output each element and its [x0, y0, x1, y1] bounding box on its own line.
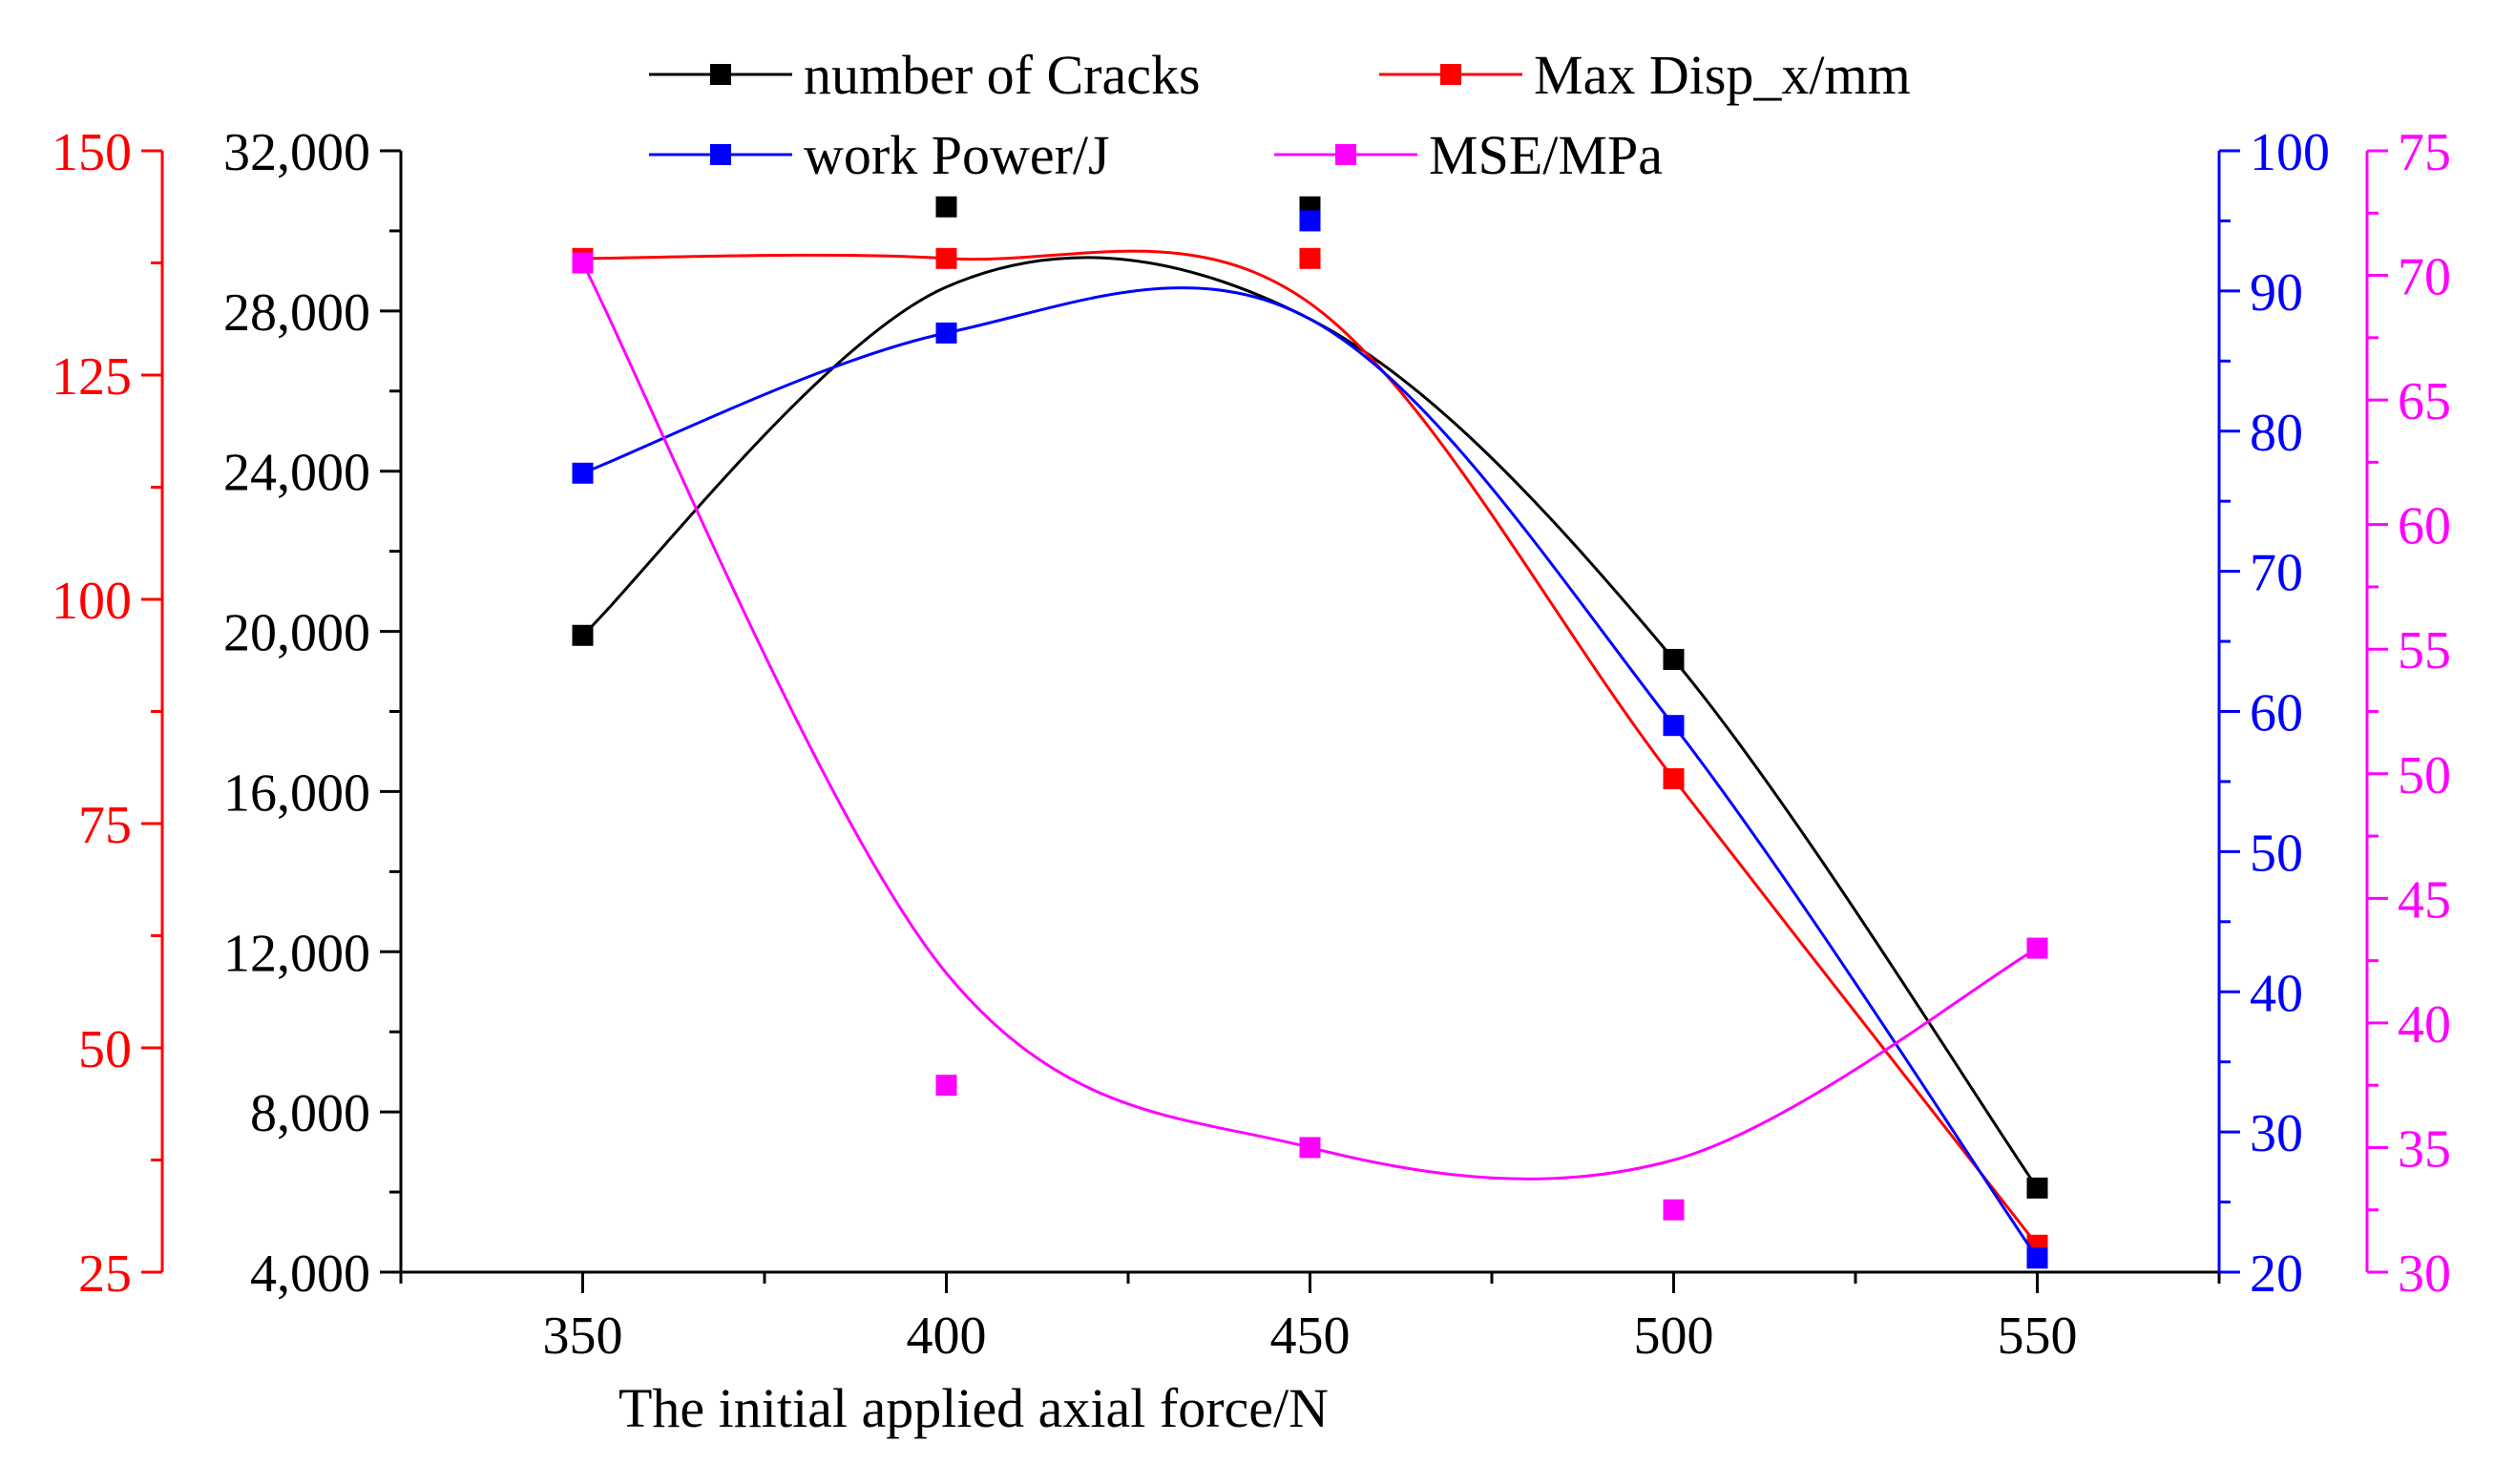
mse-tick-label: 70	[2398, 248, 2451, 307]
legend-entry: Max Disp_x/mm	[1379, 44, 1911, 106]
series-disp-line	[582, 249, 2039, 1246]
power-tick-label: 60	[2250, 684, 2303, 743]
series-power-point	[572, 462, 594, 484]
series-group	[572, 196, 2048, 1269]
disp-tick-label: 100	[52, 572, 132, 631]
disp-tick-label: 150	[52, 123, 132, 182]
power-tick-label: 30	[2250, 1104, 2303, 1163]
series-cracks-point	[572, 624, 594, 646]
series-mse	[572, 252, 2048, 1221]
legend-entry: MSE/MPa	[1274, 124, 1663, 186]
x-axis-title: The initial applied axial force/N	[618, 1377, 1329, 1439]
series-disp-point	[935, 247, 957, 269]
mse-tick-label: 65	[2398, 372, 2451, 431]
axes-group: 350 400 450 500 550 25 50 75 100 125 150 4,000 8,000…	[52, 123, 2451, 1366]
series-disp-point	[1663, 768, 1685, 789]
series-power	[572, 210, 2048, 1269]
series-cracks-line	[581, 256, 2039, 1189]
series-mse-point	[935, 1075, 957, 1097]
mse-tick-label: 30	[2398, 1244, 2451, 1304]
legend-marker	[1335, 144, 1356, 165]
x-tick-label: 400	[907, 1306, 987, 1366]
mse-tick-label: 50	[2398, 746, 2451, 805]
series-cracks-point	[935, 196, 957, 218]
power-tick-label: 40	[2250, 964, 2303, 1023]
series-power-line	[581, 286, 2039, 1260]
x-tick-label: 350	[543, 1306, 623, 1366]
mse-tick-label: 75	[2398, 123, 2451, 182]
legend-marker	[710, 64, 731, 85]
series-disp-point	[1299, 247, 1321, 269]
power-tick-label: 100	[2250, 123, 2330, 182]
x-tick-label: 550	[1998, 1306, 2078, 1366]
mse-tick-label: 45	[2398, 870, 2451, 930]
cracks-tick-label: 28,000	[223, 283, 370, 343]
series-power-point	[1299, 210, 1321, 232]
legend-entry: number of Cracks	[649, 44, 1201, 106]
series-disp	[572, 247, 2048, 1256]
disp-tick-label: 50	[78, 1020, 132, 1079]
series-power-point	[1663, 715, 1685, 737]
x-tick-label: 450	[1270, 1306, 1351, 1366]
cracks-tick-label: 4,000	[250, 1244, 370, 1304]
power-tick-label: 90	[2250, 263, 2303, 323]
power-tick-label: 80	[2250, 404, 2303, 463]
series-power-point	[935, 322, 957, 344]
legend-label: MSE/MPa	[1429, 124, 1663, 186]
legend-marker	[1440, 64, 1461, 85]
disp-tick-label: 25	[78, 1244, 132, 1304]
series-power-point	[2026, 1247, 2048, 1269]
series-cracks-point	[2026, 1177, 2048, 1199]
series-cracks-point	[1663, 648, 1685, 670]
x-tick-label: 500	[1634, 1306, 1714, 1366]
cracks-tick-label: 24,000	[223, 444, 370, 503]
series-mse-point	[572, 252, 594, 274]
legend-entry: work Power/J	[649, 124, 1110, 186]
mse-tick-label: 55	[2398, 621, 2451, 680]
legend-label: work Power/J	[804, 124, 1110, 186]
cracks-tick-label: 20,000	[223, 604, 370, 663]
mse-tick-label: 35	[2398, 1119, 2451, 1179]
series-mse-point	[1299, 1137, 1321, 1159]
disp-tick-label: 125	[52, 347, 132, 407]
legend-marker	[710, 144, 731, 165]
legend-label: number of Cracks	[804, 44, 1201, 106]
cracks-tick-label: 32,000	[223, 123, 370, 182]
mse-tick-label: 60	[2398, 497, 2451, 556]
series-mse-point	[1663, 1199, 1685, 1221]
cracks-tick-label: 8,000	[250, 1084, 370, 1143]
disp-tick-label: 75	[78, 796, 132, 855]
series-mse-line	[581, 261, 2039, 1181]
power-tick-label: 50	[2250, 824, 2303, 883]
cracks-tick-label: 16,000	[223, 763, 370, 823]
legend-label: Max Disp_x/mm	[1534, 44, 1911, 106]
series-mse-point	[2026, 937, 2048, 959]
mse-tick-label: 40	[2398, 995, 2451, 1055]
series-cracks	[572, 196, 2048, 1199]
power-tick-label: 20	[2250, 1244, 2303, 1304]
power-tick-label: 70	[2250, 544, 2303, 603]
cracks-tick-label: 12,000	[223, 924, 370, 983]
